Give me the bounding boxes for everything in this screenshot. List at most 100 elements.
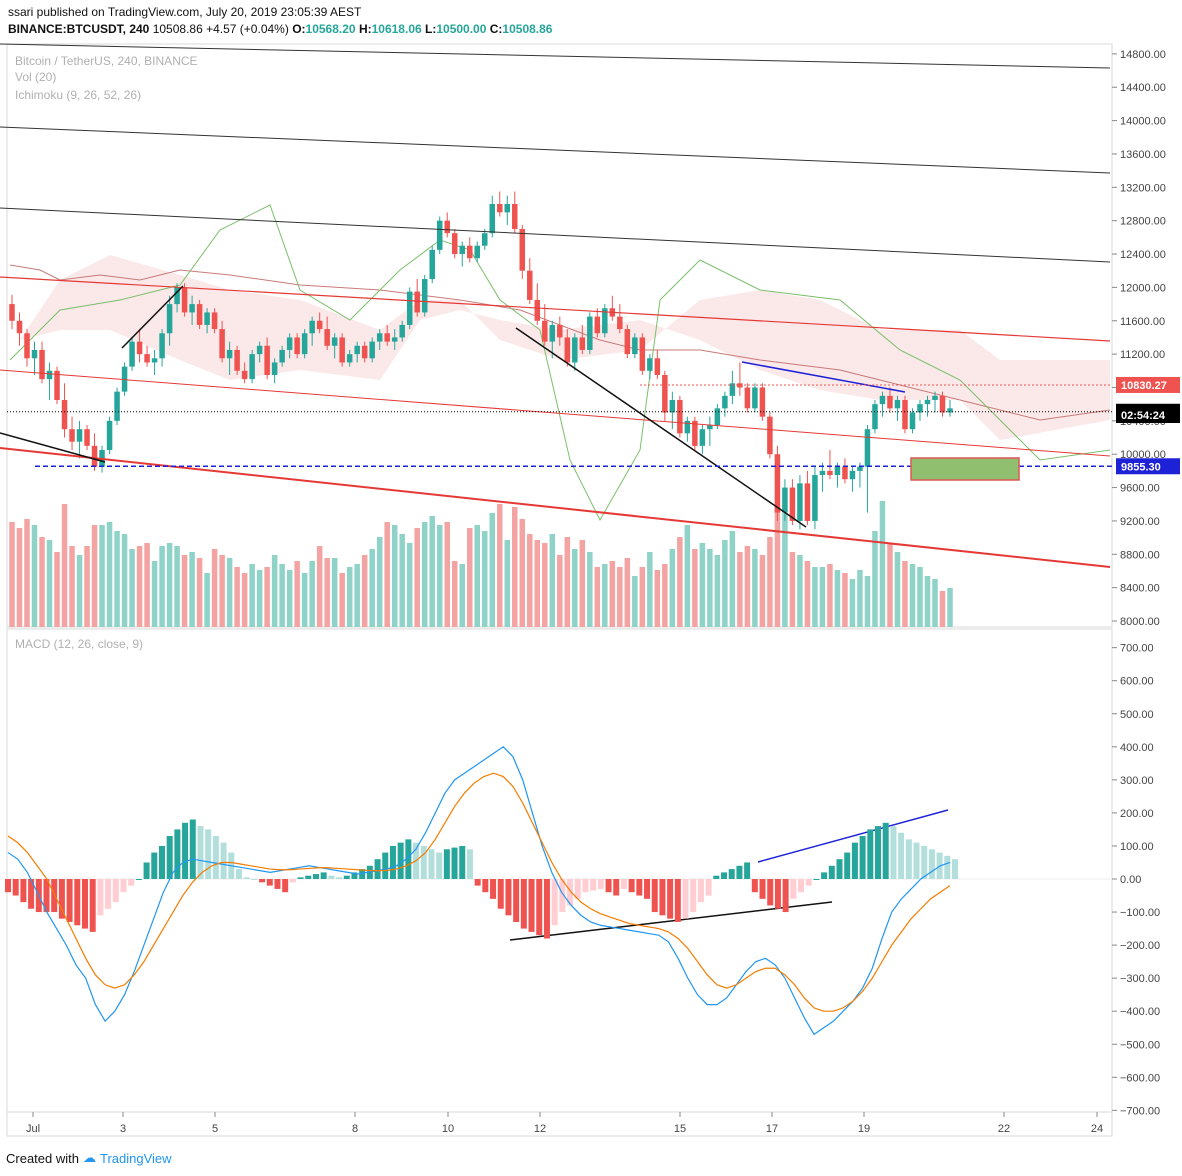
volume-bar [594,567,601,627]
volume-bar [444,522,450,627]
volume-bar [707,549,713,627]
volume-bar [512,507,518,627]
volume-bar [16,528,23,627]
trendline [0,432,106,463]
candle-body [256,345,263,355]
candle-body [181,287,188,313]
volume-bar [9,522,15,627]
time-tick-label: 19 [858,1123,870,1135]
candle-body [594,316,601,334]
volume-bar [572,549,578,627]
price-tick-label: 9200.00 [1120,516,1160,528]
macd-histogram-bar [81,879,88,929]
macd-histogram-bar [628,879,635,893]
macd-histogram-bar [952,859,958,879]
candle-body [692,420,698,446]
macd-histogram-bar [351,872,358,879]
macd-histogram-bar [397,842,404,879]
tradingview-brand[interactable]: TradingView [99,1150,172,1166]
volume-bar [69,546,75,627]
candle-body [376,333,383,342]
macd-histogram-bar [520,879,527,929]
volume-bar [774,507,781,627]
price-tick-label: 8800.00 [1120,549,1160,561]
volume-bar [309,561,315,627]
macd-line [7,746,951,1036]
macd-histogram-bar [582,879,589,893]
macd-histogram-bar [882,822,889,879]
high-value: 10618.06 [371,22,422,36]
candle-body [572,337,578,363]
volume-bar [887,543,893,627]
price-tick-label: 11200.00 [1120,349,1165,361]
candle-body [459,245,465,255]
macd-histogram-bar [312,874,319,879]
macd-histogram-bar [890,826,897,879]
macd-histogram-bar [805,879,812,886]
macd-histogram-bar [674,879,681,922]
macd-histogram-bar [736,865,743,879]
candle-body [166,304,173,334]
macd-histogram-bar [459,845,466,879]
price-axis-badge [1116,458,1180,475]
candle-body [519,229,526,271]
volume-bar [399,534,405,627]
price-tick-label: 12800.00 [1120,216,1166,228]
volume-bar [211,549,218,627]
candle-body [429,249,435,280]
macd-histogram-bar [135,879,142,880]
macd-tick-label: 200.00 [1120,808,1154,820]
price-tick-label: 9600.00 [1120,483,1160,495]
volume-bar [549,534,556,627]
volume-bar [286,570,293,627]
time-tick-label: 12 [534,1123,546,1135]
macd-histogram-bar [728,869,735,879]
macd-histogram-bar [274,879,281,889]
volume-bar [902,561,908,627]
macd-histogram-bar [220,842,227,879]
candle-body [512,204,518,230]
volume-bar [24,519,30,627]
volume-bar [414,528,420,627]
volume-bar [947,588,953,627]
candle-body [339,337,345,363]
candle-body [947,408,953,413]
macd-histogram-bar [174,829,181,879]
candle-body [69,429,75,442]
macd-histogram-bar [389,845,396,879]
macd-histogram-bar [205,829,212,879]
macd-histogram-bar [58,879,65,919]
price-axis-badge [1116,407,1180,424]
macd-histogram-bar [182,822,189,879]
volume-bar [301,573,308,627]
macd-histogram-bar [120,879,127,893]
candle-body [849,470,856,480]
price-axis-badge-text: 02:54:24 [1121,410,1166,422]
macd-tick-label: 300.00 [1120,775,1154,787]
macd-histogram-bar [744,862,751,879]
close-label: C: [489,22,503,36]
candle-body [354,345,360,355]
macd-histogram-bar [828,865,835,879]
macd-histogram-bar [921,845,928,879]
candle-body [451,233,458,255]
volume-bar [166,543,173,627]
candle-body [9,304,15,321]
time-axis-border [6,1111,1113,1137]
macd-histogram-bar [105,879,112,909]
macd-histogram-bar [405,839,412,879]
macd-histogram-bar [466,849,473,879]
tradingview-logo-icon[interactable]: ☁ [82,1150,96,1165]
candle-body [279,349,285,363]
macd-histogram-bar [212,836,219,879]
candle-body [301,333,308,355]
candle-body [114,391,120,421]
candle-body [189,304,195,313]
macd-histogram-bar [944,855,951,879]
macd-histogram-bar [613,879,620,896]
macd-histogram-bar [836,859,843,879]
candle-body [84,429,90,446]
high-label: H: [358,22,372,36]
trendline [0,207,1111,263]
